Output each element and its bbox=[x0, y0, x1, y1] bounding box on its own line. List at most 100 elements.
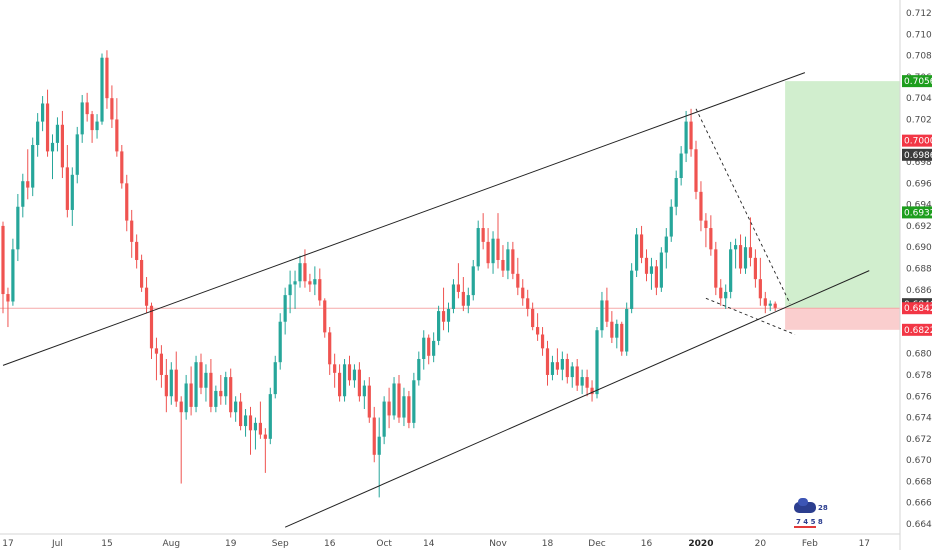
candle-up bbox=[362, 380, 366, 410]
candle-body bbox=[219, 390, 223, 397]
x-tick-label: Oct bbox=[376, 539, 392, 549]
candle-body bbox=[115, 119, 119, 152]
candle-down bbox=[704, 213, 708, 248]
stop-zone bbox=[785, 308, 900, 330]
candle-down bbox=[189, 366, 193, 416]
candle-down bbox=[753, 249, 757, 288]
y-tick-label: 0.67000 bbox=[906, 456, 932, 466]
candle-body bbox=[65, 167, 69, 210]
candle-body bbox=[630, 270, 634, 309]
candle-down bbox=[511, 241, 515, 280]
candle-down bbox=[140, 254, 144, 292]
price-badge: 0.69327 bbox=[902, 206, 932, 219]
candle-up bbox=[70, 167, 74, 226]
candle-body bbox=[90, 114, 94, 131]
x-tick-label: 17 bbox=[2, 539, 13, 549]
candle-down bbox=[427, 334, 431, 365]
candle-body bbox=[318, 279, 322, 301]
candle-down bbox=[347, 355, 352, 386]
price-axis[interactable]: 0.712000.710000.708000.706000.704000.702… bbox=[906, 9, 932, 530]
candle-body bbox=[565, 358, 569, 378]
candle-up bbox=[184, 374, 188, 420]
candle-body bbox=[342, 364, 347, 397]
candle-body bbox=[724, 291, 728, 299]
candle-body bbox=[644, 257, 649, 274]
candle-body bbox=[80, 102, 84, 135]
price-badge: 0.68224 bbox=[902, 323, 932, 336]
price-badges: 0.705600.700010.698680.693270.684650.684… bbox=[902, 75, 932, 336]
candle-body bbox=[45, 103, 50, 152]
candle-body bbox=[110, 98, 114, 120]
candle-down bbox=[738, 234, 743, 274]
candle-up bbox=[298, 255, 302, 288]
candle-up bbox=[50, 134, 55, 180]
candle-body bbox=[506, 249, 510, 271]
candle-up bbox=[214, 385, 218, 413]
candle-up bbox=[679, 146, 683, 186]
y-tick-label: 0.66400 bbox=[906, 520, 932, 530]
y-tick-label: 0.66800 bbox=[906, 477, 932, 487]
candle-down bbox=[709, 215, 713, 256]
price-badge-bg bbox=[902, 75, 932, 88]
candle-down bbox=[328, 327, 332, 375]
candle-body bbox=[174, 369, 178, 402]
time-axis[interactable]: 17 Jul 15 Aug 19 Sep 16 Oct 14 Nov 18 Dec 16 2020 20 Fe… bbox=[2, 539, 870, 549]
candle-body bbox=[536, 327, 540, 335]
candle-body bbox=[679, 153, 683, 179]
channel-trendline bbox=[2, 72, 806, 366]
logo-digits-top: 28 bbox=[818, 504, 828, 512]
candle-up bbox=[743, 236, 748, 274]
candle-up bbox=[595, 327, 599, 399]
candle-down bbox=[486, 228, 490, 269]
candle-body bbox=[729, 249, 733, 292]
y-tick-label: 0.68000 bbox=[906, 350, 932, 360]
candle-body bbox=[387, 401, 391, 416]
price-badge-bg bbox=[902, 206, 932, 219]
candle-body bbox=[555, 362, 559, 370]
x-tick-label: 14 bbox=[423, 539, 435, 549]
y-tick-label: 0.67200 bbox=[906, 435, 932, 445]
candle-up bbox=[288, 270, 292, 314]
candle-up bbox=[615, 319, 619, 349]
x-tick-label: 20 bbox=[755, 539, 767, 549]
candle-body bbox=[333, 364, 337, 373]
x-tick-label: 15 bbox=[101, 539, 112, 549]
candle-body bbox=[664, 236, 668, 253]
candle-body bbox=[36, 121, 40, 146]
candle-body bbox=[674, 178, 678, 207]
candle-down bbox=[135, 234, 139, 269]
candle-body bbox=[248, 415, 253, 431]
candle-body bbox=[234, 401, 238, 413]
candle-down bbox=[105, 50, 109, 109]
candle-down bbox=[540, 327, 545, 356]
y-tick-label: 0.70800 bbox=[906, 52, 932, 62]
candle-up bbox=[724, 284, 728, 309]
candle-body bbox=[748, 247, 753, 258]
candle-up bbox=[432, 332, 436, 363]
candle-body bbox=[709, 228, 713, 250]
candle-body bbox=[164, 374, 168, 397]
candle-body bbox=[615, 323, 619, 338]
price-badge-bg bbox=[902, 323, 932, 336]
candle-body bbox=[481, 228, 485, 242]
candle-body bbox=[501, 259, 505, 271]
candle-body bbox=[135, 241, 139, 260]
candle-up bbox=[422, 330, 426, 370]
price-badge-label: 0.70001 bbox=[904, 137, 932, 147]
candle-body bbox=[377, 436, 381, 455]
candle-down bbox=[773, 301, 777, 312]
candle-down bbox=[605, 287, 609, 328]
candle-down bbox=[397, 374, 401, 423]
candle-body bbox=[239, 401, 243, 427]
candle-down bbox=[748, 217, 753, 267]
candle-up bbox=[55, 117, 60, 152]
candle-body bbox=[560, 358, 564, 370]
candle-down bbox=[130, 209, 134, 258]
candle-down bbox=[263, 428, 267, 473]
candle-body bbox=[382, 401, 386, 437]
y-tick-label: 0.67600 bbox=[906, 392, 932, 402]
candle-body bbox=[694, 149, 698, 192]
price-badge: 0.70001 bbox=[902, 134, 932, 147]
candle-up bbox=[734, 238, 738, 269]
